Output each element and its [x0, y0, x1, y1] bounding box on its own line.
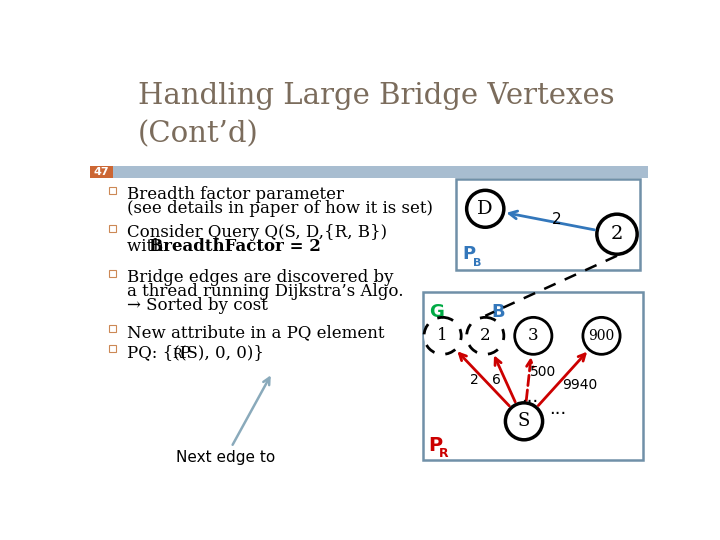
Text: 6: 6: [492, 373, 501, 387]
Bar: [90, 166, 648, 178]
Circle shape: [515, 318, 552, 354]
Text: B: B: [492, 303, 505, 321]
Text: BreadthFactor = 2: BreadthFactor = 2: [149, 238, 321, 255]
Circle shape: [583, 318, 620, 354]
Bar: [109, 187, 117, 194]
Text: Handling Large Bridge Vertexes: Handling Large Bridge Vertexes: [138, 82, 615, 110]
Text: (S), 0, 0)}: (S), 0, 0)}: [180, 345, 264, 361]
Text: Breadth factor parameter: Breadth factor parameter: [127, 186, 344, 204]
Text: 2: 2: [552, 212, 562, 227]
Bar: [423, 292, 642, 460]
Text: 3: 3: [528, 327, 539, 345]
Text: PQ: {(P: PQ: {(P: [127, 345, 192, 361]
Text: (Cont’d): (Cont’d): [138, 120, 258, 148]
Text: S: S: [518, 413, 530, 430]
Bar: [109, 225, 117, 232]
Text: 47: 47: [94, 167, 109, 177]
Bar: [456, 179, 640, 269]
Text: ...: ...: [521, 388, 539, 406]
Circle shape: [505, 403, 543, 440]
Text: B: B: [473, 258, 481, 268]
Text: P: P: [462, 246, 475, 264]
Text: 900: 900: [588, 329, 615, 343]
Circle shape: [467, 190, 504, 227]
Text: R: R: [438, 447, 449, 460]
Text: ...: ...: [549, 400, 567, 418]
Text: 2: 2: [480, 327, 490, 345]
Text: P: P: [428, 436, 442, 455]
Text: a thread running Dijkstra’s Algo.: a thread running Dijkstra’s Algo.: [127, 283, 404, 300]
Text: (see details in paper of how it is set): (see details in paper of how it is set): [127, 200, 433, 217]
Bar: [109, 269, 117, 276]
Text: D: D: [477, 200, 493, 218]
Text: R: R: [172, 348, 181, 361]
Text: 500: 500: [529, 366, 556, 380]
Text: Bridge edges are discovered by: Bridge edges are discovered by: [127, 269, 394, 286]
Circle shape: [467, 318, 504, 354]
Text: Consider Query Q(S, D,{R, B}): Consider Query Q(S, D,{R, B}): [127, 224, 387, 241]
Text: 9940: 9940: [562, 378, 598, 392]
Circle shape: [424, 318, 462, 354]
Text: → Sorted by cost: → Sorted by cost: [127, 296, 268, 314]
Bar: [109, 345, 117, 352]
Text: with: with: [127, 238, 169, 255]
Text: 2: 2: [469, 373, 478, 387]
Text: Next edge to: Next edge to: [176, 377, 275, 465]
Circle shape: [597, 214, 637, 254]
Bar: [90, 166, 113, 178]
Text: 1: 1: [437, 327, 448, 345]
Bar: [109, 325, 117, 332]
Text: 2: 2: [611, 225, 624, 243]
Text: G: G: [429, 303, 444, 321]
Text: New attribute in a PQ element: New attribute in a PQ element: [127, 325, 384, 341]
